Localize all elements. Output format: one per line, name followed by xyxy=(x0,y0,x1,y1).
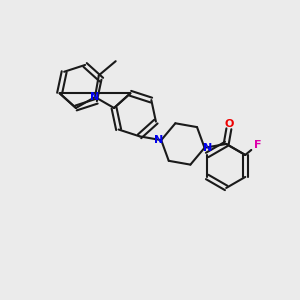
Text: O: O xyxy=(224,119,234,129)
Text: N: N xyxy=(154,135,163,145)
Text: N: N xyxy=(90,92,100,102)
Text: F: F xyxy=(254,140,261,150)
Text: N: N xyxy=(203,143,212,153)
